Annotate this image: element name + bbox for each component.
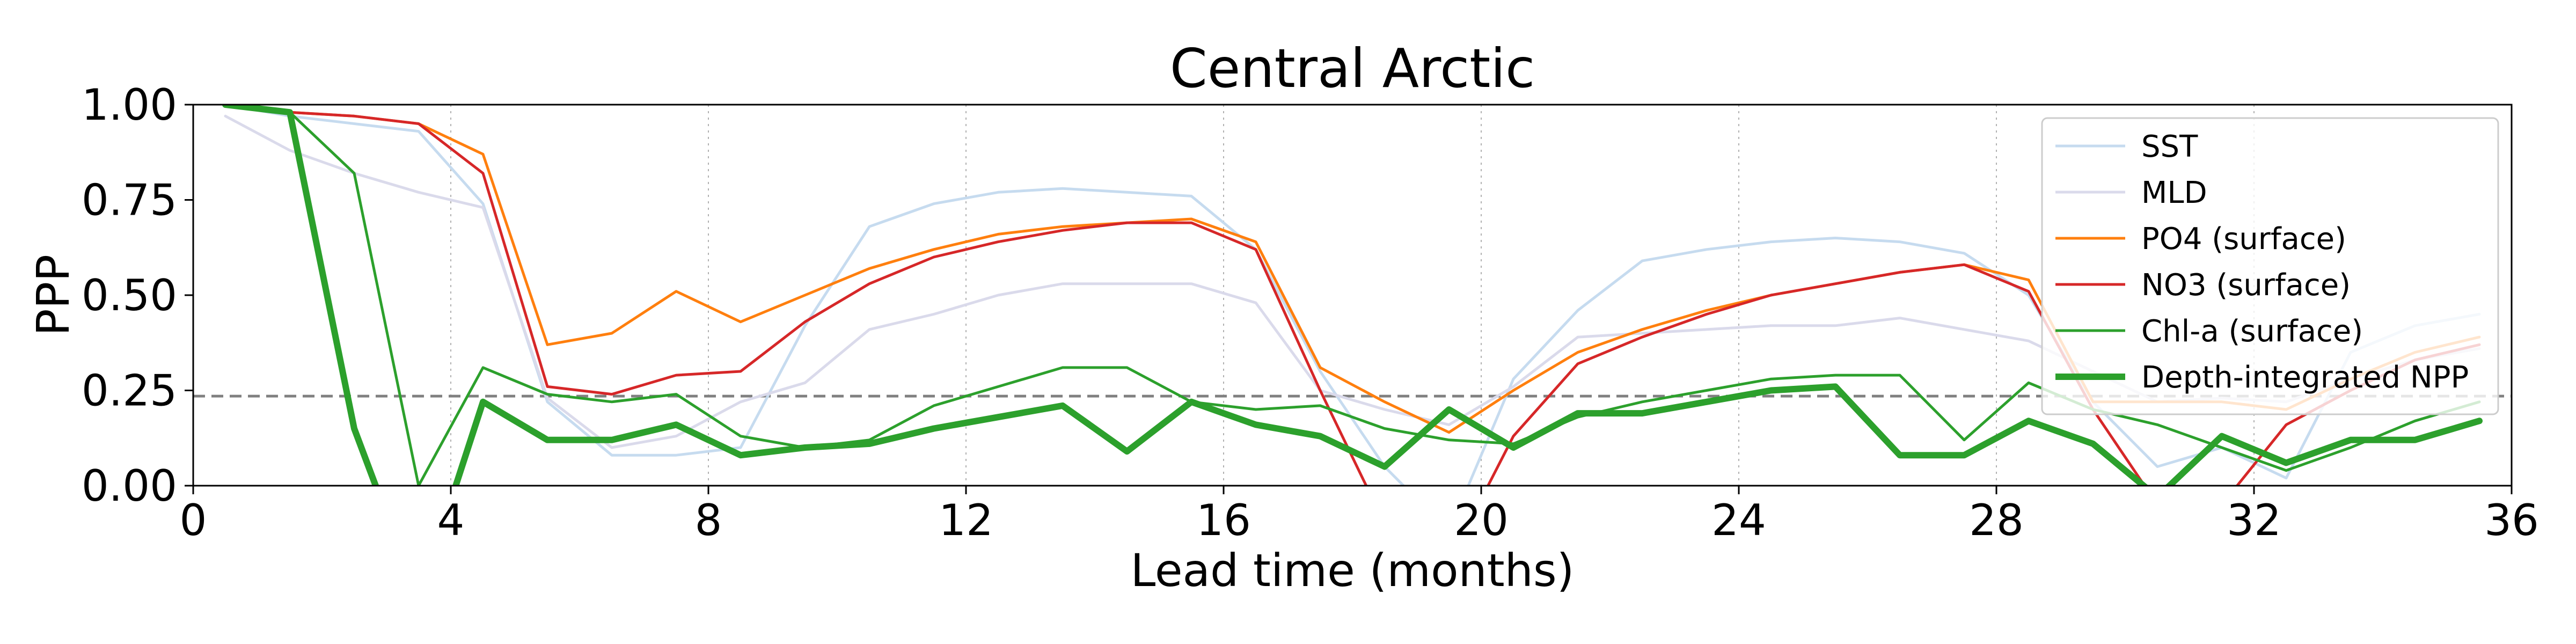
x-axis-label: Lead time (months) [1131,544,1575,597]
y-tick-label: 0.75 [82,175,177,225]
chart-title: Central Arctic [1170,37,1535,100]
x-tick-label: 28 [1969,495,2024,545]
legend-item: Chl-a (surface) [2055,314,2363,349]
x-axis-ticks: 0 4 8 12 16 20 24 28 32 36 [180,486,2539,545]
legend-label: Depth-integrated NPP [2141,360,2469,395]
x-tick-label: 4 [437,495,465,545]
legend-item: NO3 (surface) [2055,268,2351,303]
x-tick-label: 8 [695,495,722,545]
x-tick-label: 16 [1196,495,1251,545]
y-axis-label: PPP [27,254,79,336]
legend-label: MLD [2141,175,2207,210]
x-tick-label: 0 [180,495,207,545]
legend: SST MLD PO4 (surface) NO3 (surface) Chl-a (s… [2041,117,2499,415]
x-tick-label: 32 [2227,495,2281,545]
x-gridlines [450,105,2255,486]
x-tick-label: 36 [2484,495,2539,545]
y-axis-ticks: 0.00 0.25 0.50 0.75 1.00 [82,80,193,511]
series-line-3 [224,105,2481,486]
legend-label: Chl-a (surface) [2141,314,2363,349]
legend-item: MLD [2055,175,2207,210]
y-tick-label: 0.50 [82,270,177,320]
x-tick-label: 24 [1711,495,1766,545]
legend-label: PO4 (surface) [2141,222,2346,257]
x-tick-label: 20 [1454,495,1509,545]
y-tick-label: 0.00 [82,461,177,511]
y-tick-label: 1.00 [82,80,177,130]
legend-item: Depth-integrated NPP [2055,360,2469,395]
series-line-5 [222,105,2483,486]
y-tick-label: 0.25 [82,366,177,416]
legend-label: SST [2141,129,2198,164]
legend-label: NO3 (surface) [2141,268,2351,303]
legend-box [2041,117,2499,415]
x-tick-label: 12 [939,495,993,545]
legend-item: PO4 (surface) [2055,222,2346,257]
legend-item: SST [2055,129,2198,164]
